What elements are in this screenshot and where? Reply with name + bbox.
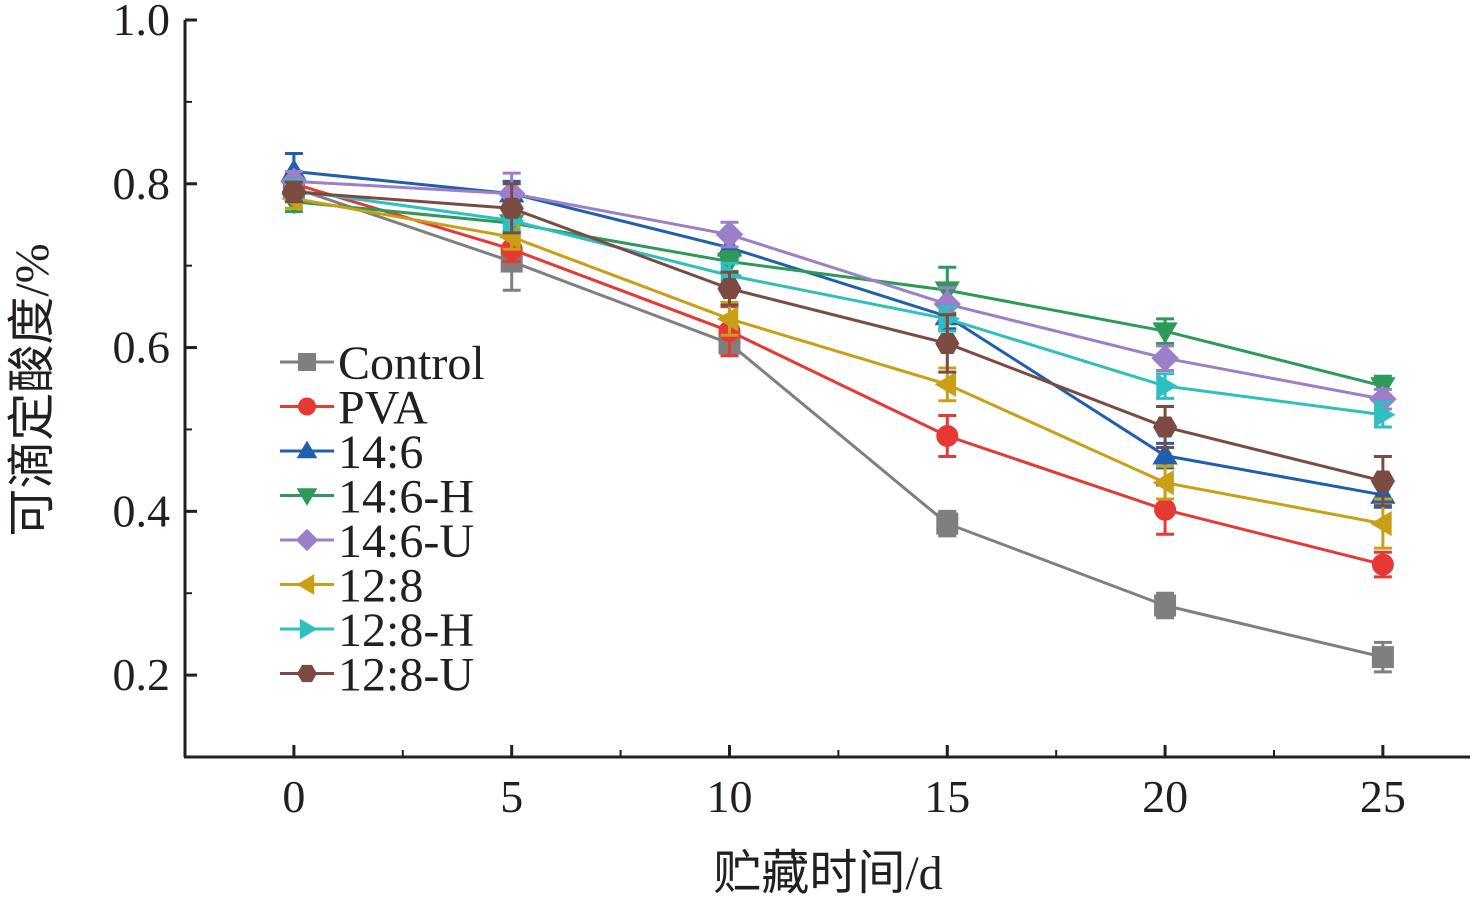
legend-label: PVA xyxy=(338,382,428,435)
ticks: 0 5 10 15 20 25 0.2 0.4 0.6 0.8 1.0 xyxy=(113,0,1406,822)
legend-label: 14:6-H xyxy=(338,471,474,524)
axes xyxy=(183,20,1470,759)
series-14:6 xyxy=(281,151,1396,509)
legend-item: 14:6-U xyxy=(280,515,474,568)
data-point xyxy=(1370,470,1395,492)
series-line xyxy=(293,170,1384,497)
legend-label: Control xyxy=(338,337,485,390)
legend-label: 12:8-U xyxy=(338,649,474,702)
data-point xyxy=(934,371,957,398)
x-tick-label: 25 xyxy=(1360,771,1406,822)
y-axis-title: 可滴定酸度/% xyxy=(6,243,59,536)
series-12:8-U xyxy=(281,180,1395,508)
data-point xyxy=(1371,646,1394,669)
legend-marker xyxy=(296,488,318,506)
data-point xyxy=(715,220,744,249)
data-point xyxy=(1371,553,1394,576)
series-line xyxy=(293,200,1384,388)
data-point xyxy=(717,278,742,300)
legend-marker xyxy=(296,574,315,595)
legend-marker xyxy=(296,440,318,459)
series-line xyxy=(293,182,1384,567)
data-point xyxy=(1370,510,1392,537)
series-line xyxy=(293,186,1384,659)
legend-item: 12:8 xyxy=(280,560,423,613)
series-line xyxy=(293,188,1384,417)
data-point xyxy=(1156,373,1178,399)
data-point xyxy=(1152,442,1178,465)
legend-item: 14:6 xyxy=(280,426,423,479)
legend-marker xyxy=(295,528,319,552)
legend-item: PVA xyxy=(280,382,428,435)
legend-item: 12:8-U xyxy=(280,649,474,702)
series-line xyxy=(293,179,1384,401)
plot-marks xyxy=(280,151,1397,674)
legend: ControlPVA14:614:6-H14:6-U12:812:8-H12:8… xyxy=(280,337,485,702)
x-axis-title: 贮藏时间/d xyxy=(713,847,942,898)
data-point xyxy=(1152,322,1178,344)
x-tick-label: 0 xyxy=(282,771,305,822)
y-tick-label: 0.8 xyxy=(113,158,171,209)
y-tick-label: 0.2 xyxy=(113,649,171,700)
x-tick-label: 5 xyxy=(500,771,523,822)
legend-label: 12:8-H xyxy=(338,604,474,657)
series-line xyxy=(293,197,1384,526)
y-tick-label: 1.0 xyxy=(113,0,171,45)
data-point xyxy=(1374,402,1396,428)
data-point xyxy=(1154,498,1177,521)
series-12:8 xyxy=(281,185,1392,550)
legend-item: 12:8-H xyxy=(280,604,474,657)
data-point xyxy=(1154,594,1177,617)
legend-marker xyxy=(298,353,316,371)
data-point xyxy=(1151,344,1179,372)
y-tick-label: 0.6 xyxy=(113,322,171,373)
legend-label: 14:6-U xyxy=(338,515,474,568)
legend-marker xyxy=(298,397,316,416)
data-point xyxy=(499,197,524,219)
data-point xyxy=(1152,470,1174,496)
x-tick-label: 20 xyxy=(1142,771,1188,822)
legend-label: 12:8 xyxy=(338,560,423,613)
legend-label: 14:6 xyxy=(338,426,423,479)
data-point xyxy=(938,306,960,332)
data-point xyxy=(935,332,960,354)
data-point xyxy=(716,306,739,332)
y-tick-label: 0.4 xyxy=(113,485,171,536)
data-point xyxy=(281,181,306,203)
x-tick-label: 10 xyxy=(706,771,752,822)
legend-item: 14:6-H xyxy=(280,471,474,524)
legend-marker xyxy=(297,664,317,683)
series-Control xyxy=(282,174,1394,674)
x-tick-label: 15 xyxy=(924,771,970,822)
legend-marker xyxy=(299,618,318,640)
legend-item: Control xyxy=(280,337,485,390)
data-point xyxy=(936,512,959,535)
data-point xyxy=(936,424,959,447)
data-point xyxy=(1152,416,1178,438)
series-line xyxy=(293,190,1384,483)
